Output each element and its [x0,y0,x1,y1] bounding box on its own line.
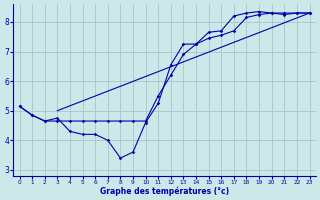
X-axis label: Graphe des températures (°c): Graphe des températures (°c) [100,186,229,196]
